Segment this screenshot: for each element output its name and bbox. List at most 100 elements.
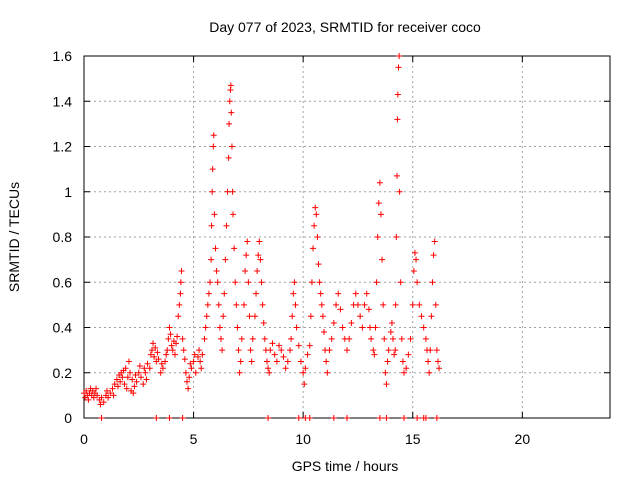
data-point <box>422 415 429 421</box>
data-point <box>413 256 420 263</box>
data-point <box>93 385 100 392</box>
data-point <box>179 335 186 342</box>
data-point <box>178 267 185 274</box>
data-point <box>85 396 92 403</box>
data-point <box>90 394 97 401</box>
data-point <box>201 335 208 342</box>
y-tick-label: 0.4 <box>53 320 73 336</box>
data-point <box>302 365 309 372</box>
data-point <box>209 188 216 195</box>
data-point <box>304 351 311 358</box>
data-point <box>129 376 136 383</box>
data-point <box>132 372 139 379</box>
data-point <box>431 238 438 245</box>
data-point <box>181 356 188 363</box>
y-tick-label: 0.6 <box>53 274 73 290</box>
data-point <box>111 381 118 388</box>
data-point <box>363 290 370 297</box>
data-point <box>307 313 314 320</box>
data-point <box>228 109 235 116</box>
data-point <box>194 353 201 360</box>
data-point <box>197 358 204 365</box>
data-point <box>236 369 243 376</box>
data-point <box>208 256 215 263</box>
data-point <box>306 342 313 349</box>
data-point <box>100 399 107 406</box>
data-point <box>242 267 249 274</box>
data-point <box>335 290 342 297</box>
data-point <box>292 301 299 308</box>
data-point <box>257 256 264 263</box>
data-point <box>187 360 194 367</box>
data-point <box>159 365 166 372</box>
data-point <box>127 369 134 376</box>
data-point <box>162 358 169 365</box>
data-point <box>122 365 129 372</box>
data-point <box>260 319 267 326</box>
data-point <box>165 335 172 342</box>
data-point <box>420 324 427 331</box>
data-point <box>157 369 164 376</box>
data-point <box>284 358 291 365</box>
data-point <box>224 188 231 195</box>
data-point <box>376 415 383 421</box>
data-point <box>418 313 425 320</box>
data-point <box>370 347 377 354</box>
data-point <box>313 211 320 218</box>
data-point <box>147 351 154 358</box>
y-tick-label: 1.4 <box>53 93 73 109</box>
data-point <box>324 369 331 376</box>
data-point <box>267 347 274 354</box>
data-point <box>169 347 176 354</box>
data-point <box>312 204 319 211</box>
data-point <box>251 313 258 320</box>
data-point <box>392 301 399 308</box>
data-point <box>367 324 374 331</box>
data-point <box>387 329 394 336</box>
data-point <box>352 290 359 297</box>
y-tick-label: 0.2 <box>53 365 73 381</box>
data-point <box>264 358 271 365</box>
data-point <box>310 245 317 252</box>
data-point <box>146 365 153 372</box>
data-point <box>280 353 287 360</box>
data-point <box>202 324 209 331</box>
y-tick-label: 0.8 <box>53 229 73 245</box>
data-point <box>295 342 302 349</box>
data-point <box>339 324 346 331</box>
data-point <box>203 313 210 320</box>
data-point <box>151 353 158 360</box>
data-point <box>226 98 233 105</box>
data-point <box>433 415 440 421</box>
data-point <box>432 301 439 308</box>
y-tick-label: 1.6 <box>53 48 73 64</box>
data-point <box>180 347 187 354</box>
data-point <box>426 369 433 376</box>
data-point <box>403 365 410 372</box>
x-tick-label: 20 <box>515 431 531 447</box>
chart-title: Day 077 of 2023, SRMTID for receiver coc… <box>209 19 481 35</box>
data-point <box>213 267 220 274</box>
data-point <box>163 351 170 358</box>
data-point <box>191 351 198 358</box>
data-point <box>297 358 304 365</box>
data-point <box>394 91 401 98</box>
data-point <box>428 313 435 320</box>
data-point <box>414 279 421 286</box>
data-point <box>265 415 272 421</box>
data-point <box>182 369 189 376</box>
data-point <box>295 415 302 421</box>
data-point <box>375 200 382 207</box>
data-point <box>167 331 174 338</box>
data-point <box>293 324 300 331</box>
data-point <box>373 279 380 286</box>
data-point <box>288 335 295 342</box>
data-point <box>125 358 132 365</box>
y-tick-label: 1 <box>64 184 72 200</box>
data-point <box>414 415 421 421</box>
data-point <box>177 279 184 286</box>
data-point <box>223 222 230 229</box>
data-point <box>410 267 417 274</box>
data-point <box>221 290 228 297</box>
data-point <box>398 335 405 342</box>
